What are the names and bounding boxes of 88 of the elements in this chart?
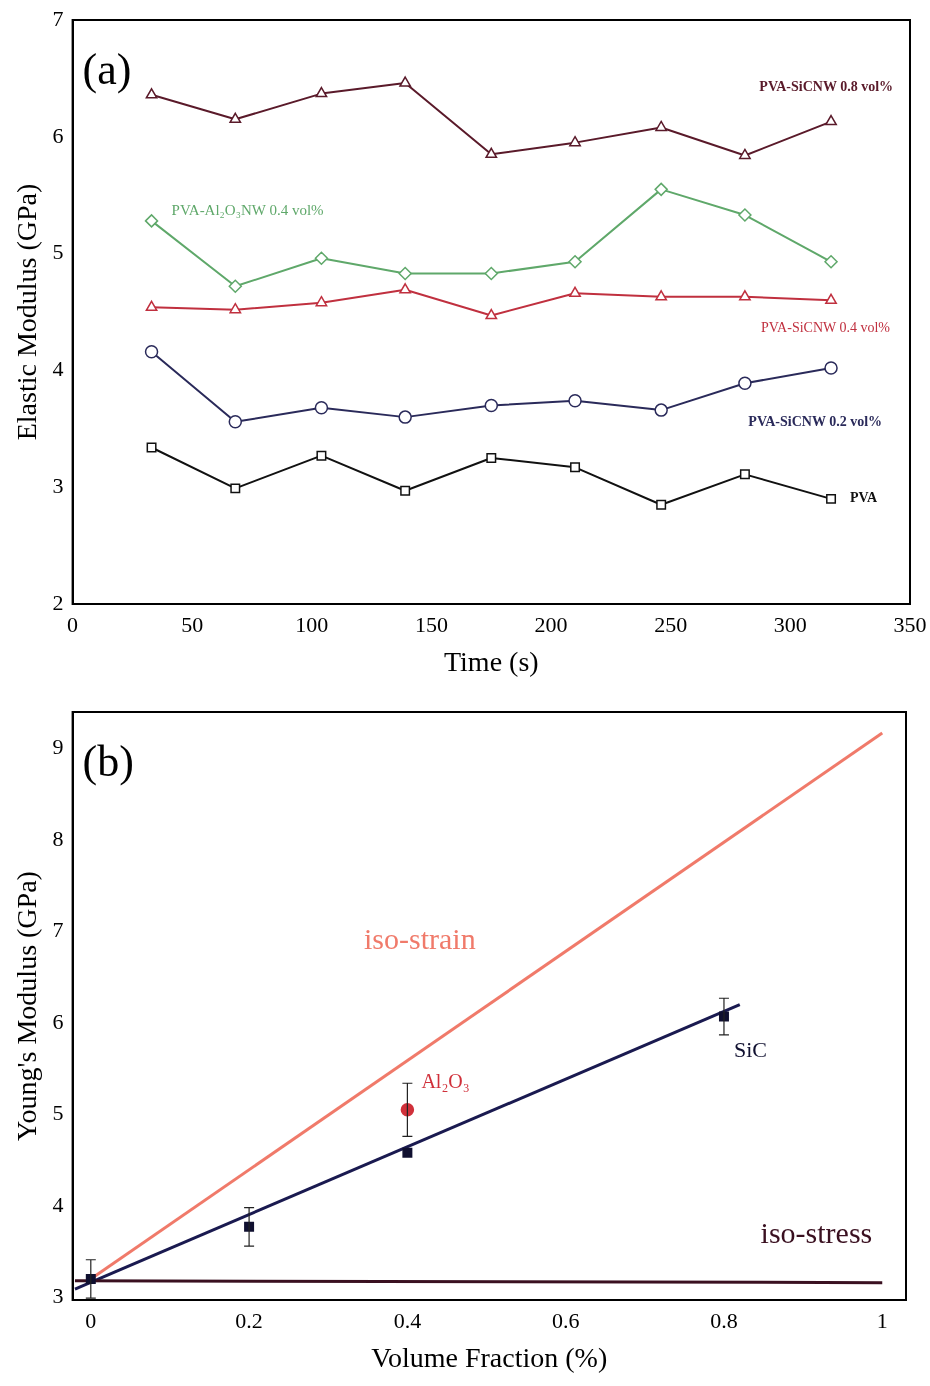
series-label: PVA-SiCNW 0.4 vol% [761, 319, 891, 335]
y-tick-label: 7 [52, 5, 64, 31]
y-tick-label: 7 [52, 917, 64, 943]
point [656, 499, 667, 510]
point [228, 279, 243, 294]
series-label: Al₂O₃ [421, 1070, 470, 1093]
y-tick-label: 4 [52, 1191, 64, 1217]
point [145, 88, 158, 99]
point [229, 112, 242, 124]
point [738, 290, 751, 301]
point [145, 300, 158, 312]
x-tick-label: 0.2 [235, 1307, 263, 1333]
y-tick-label: 4 [52, 356, 64, 382]
point [569, 286, 581, 298]
x-tick-label: 300 [773, 611, 807, 637]
y-tick-label: 3 [52, 472, 64, 498]
point [398, 266, 412, 281]
text: PVA-SiCNW 0.8 vol% [759, 79, 894, 95]
y-axis-title: Elastic Modulus (GPa) [11, 183, 43, 441]
point [399, 283, 412, 294]
point [144, 344, 159, 359]
y-tick-label: 5 [52, 239, 64, 265]
point [654, 182, 668, 197]
x-tick-label: 0.6 [551, 1307, 580, 1333]
y-tick-label: 8 [52, 825, 64, 851]
point [399, 76, 412, 87]
point [825, 293, 837, 305]
point [824, 255, 838, 269]
point [485, 308, 498, 320]
point [402, 1147, 413, 1158]
point [570, 462, 581, 473]
point [228, 415, 243, 429]
y-tick-label: 2 [52, 589, 64, 615]
point [314, 251, 329, 266]
y-tick-label: 6 [52, 122, 64, 148]
annotation: (a) [82, 44, 132, 94]
y-tick-label: 3 [52, 1283, 64, 1309]
point [738, 376, 752, 390]
point [738, 208, 752, 222]
point [568, 394, 582, 408]
x-tick-label: 0.4 [393, 1307, 422, 1333]
x-tick-label: 100 [295, 611, 329, 637]
series-label: PVA-SiCNW 0.2 vol% [748, 413, 883, 429]
x-tick-label: 0 [85, 1307, 97, 1333]
point [825, 114, 837, 126]
x-tick-label: 0.8 [710, 1307, 738, 1333]
point [655, 120, 668, 132]
point [398, 410, 412, 424]
y-tick-label: 6 [52, 1008, 64, 1034]
series-label: iso-strain [363, 921, 476, 955]
point [315, 86, 328, 98]
x-tick-label: 350 [893, 611, 927, 637]
x-tick-label: 1 [876, 1307, 888, 1333]
point [400, 485, 411, 496]
series-label: PVA-Al₂O₃NW 0.4 vol% [171, 201, 324, 218]
y-tick-label: 9 [52, 734, 64, 760]
point [739, 469, 750, 480]
point [484, 398, 499, 413]
annotation: (b) [82, 736, 134, 786]
point [738, 148, 751, 160]
x-tick-label: 50 [181, 611, 204, 637]
point [486, 453, 497, 463]
y-tick-label: 5 [52, 1100, 64, 1126]
x-tick-label: 200 [534, 611, 568, 637]
x-tick-label: 250 [654, 611, 688, 637]
point [229, 302, 242, 314]
y-axis-title: Young's Modulus (GPa) [11, 871, 43, 1141]
series-label: iso-stress [760, 1215, 873, 1249]
point [144, 214, 159, 228]
point [654, 403, 668, 417]
point [484, 266, 499, 281]
point [316, 450, 327, 461]
series-label: SiC [733, 1037, 767, 1063]
point [569, 135, 581, 147]
point [655, 290, 668, 301]
point [485, 147, 498, 159]
point [824, 361, 838, 375]
point [315, 295, 328, 307]
x-tick-label: 0 [67, 611, 79, 637]
point [568, 255, 582, 269]
x-axis-title: Volume Fraction (%) [371, 1341, 608, 1373]
point [146, 442, 157, 453]
x-tick-label: 150 [414, 611, 448, 637]
series-label: PVA [850, 490, 878, 506]
x-axis-title: Time (s) [443, 645, 539, 677]
point [314, 401, 329, 415]
point [826, 493, 837, 504]
point [230, 483, 241, 494]
